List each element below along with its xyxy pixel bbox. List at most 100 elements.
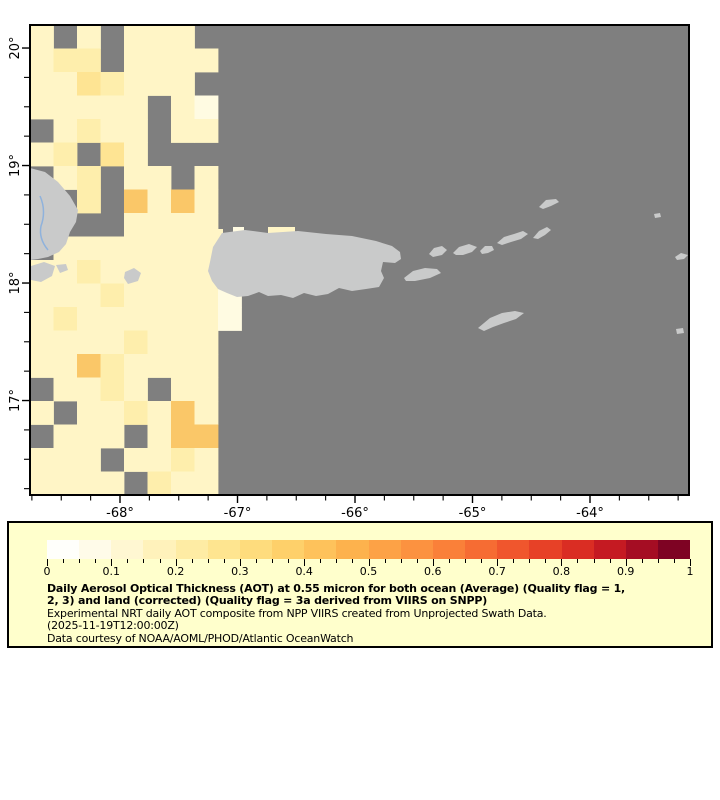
aot-cell [100, 95, 125, 120]
aot-cell [77, 283, 101, 308]
aot-cell [77, 354, 101, 378]
lat-tick-label: 18° [8, 272, 23, 295]
colorbar-tick-label: 0.7 [488, 565, 506, 578]
colorbar-tick [400, 559, 402, 563]
colorbar [47, 540, 691, 559]
aot-cell [77, 401, 101, 425]
aot-cell [147, 260, 172, 284]
colorbar-tick [545, 559, 547, 563]
aot-cell [30, 354, 54, 378]
colorbar-tick [368, 559, 370, 566]
aot-cell [171, 189, 195, 214]
colorbar-tick [175, 559, 177, 566]
legend-timestamp: (2025-11-19T12:00:00Z) [47, 619, 179, 633]
colorbar-tick [513, 559, 515, 563]
aot-cell [53, 424, 78, 449]
aot-cell [53, 377, 78, 402]
aot-cell [53, 48, 78, 73]
land-st-john [480, 246, 494, 254]
colorbar-tick [207, 559, 209, 563]
aot-map: -68° -67° -66° -65° -64° 20° 19° 18° 17° [8, 24, 690, 520]
colorbar-tick [63, 559, 65, 563]
aot-cell [147, 189, 172, 214]
colorbar-segment [111, 540, 144, 559]
aot-cell [171, 260, 195, 284]
colorbar-tick-label: 0 [43, 565, 51, 578]
aot-cell [30, 330, 54, 355]
aot-cell [171, 95, 195, 120]
aot-cell [124, 401, 148, 425]
aot-cell [124, 119, 148, 143]
aot-cell [53, 448, 78, 472]
aot-cell [100, 260, 125, 284]
aot-cell [77, 424, 101, 449]
aot-cell [124, 448, 148, 472]
colorbar-segment [432, 540, 466, 559]
aot-cell [194, 377, 219, 402]
aot-cell [147, 72, 172, 96]
land-vieques [404, 268, 441, 281]
colorbar-tick [47, 559, 48, 566]
colorbar-segment [593, 540, 626, 559]
colorbar-tick [159, 559, 161, 563]
colorbar-tick [657, 559, 659, 563]
colorbar-tick [690, 559, 691, 566]
aot-cell [53, 307, 78, 331]
aot-cell [100, 307, 125, 331]
aot-cell [30, 72, 54, 96]
colorbar-segment [175, 540, 208, 559]
colorbar-tick [673, 559, 675, 563]
river-line [39, 195, 49, 251]
aot-cell [194, 424, 219, 449]
colorbar-tick [352, 559, 354, 563]
aot-cell [171, 72, 195, 96]
aot-cell [147, 307, 172, 331]
aot-cell [194, 307, 219, 331]
aot-cell [30, 448, 54, 472]
aot-cell [171, 330, 195, 355]
colorbar-tick [577, 559, 579, 563]
aot-cell [77, 448, 101, 472]
colorbar-tick [304, 559, 306, 566]
aot-cell [100, 142, 125, 167]
colorbar-tick-label: 1 [686, 565, 694, 578]
colorbar-tick [432, 559, 434, 566]
land-puerto-rico [208, 230, 401, 298]
aot-cell [194, 189, 219, 214]
aot-cell [147, 236, 172, 261]
aot-cell [147, 471, 172, 496]
lat-tick-label: 19° [8, 154, 23, 177]
colorbar-tick [416, 559, 418, 563]
aot-cell [171, 48, 195, 73]
colorbar-tick [641, 559, 643, 563]
aot-cell [124, 25, 148, 49]
colorbar-tick [127, 559, 129, 563]
colorbar-tick [239, 559, 241, 566]
aot-cell [77, 166, 101, 190]
colorbar-segment [368, 540, 401, 559]
colorbar-segment [207, 540, 240, 559]
aot-cell [30, 283, 54, 308]
colorbar-tick [272, 559, 274, 563]
aot-cell [77, 72, 101, 96]
land-st-thomas [453, 244, 477, 255]
aot-cell [147, 330, 172, 355]
land-sombrero-island [654, 213, 661, 218]
land-anegada [539, 199, 559, 209]
aot-cell [124, 236, 148, 261]
land-saona-island [31, 262, 55, 282]
aot-cell [194, 283, 219, 308]
aot-cell [194, 95, 219, 120]
aot-cell [194, 448, 219, 472]
colorbar-tick-label: 0.3 [231, 565, 249, 578]
aot-cell [124, 307, 148, 331]
colorbar-tick-label: 0.8 [552, 565, 571, 578]
colorbar-tick [593, 559, 595, 563]
aot-cell [77, 189, 101, 214]
colorbar-tick [288, 559, 290, 563]
aot-cell [77, 48, 101, 73]
aot-cell [100, 377, 125, 402]
colorbar-tick [79, 559, 81, 563]
colorbar-segment [79, 540, 112, 559]
aot-cell [171, 401, 195, 425]
